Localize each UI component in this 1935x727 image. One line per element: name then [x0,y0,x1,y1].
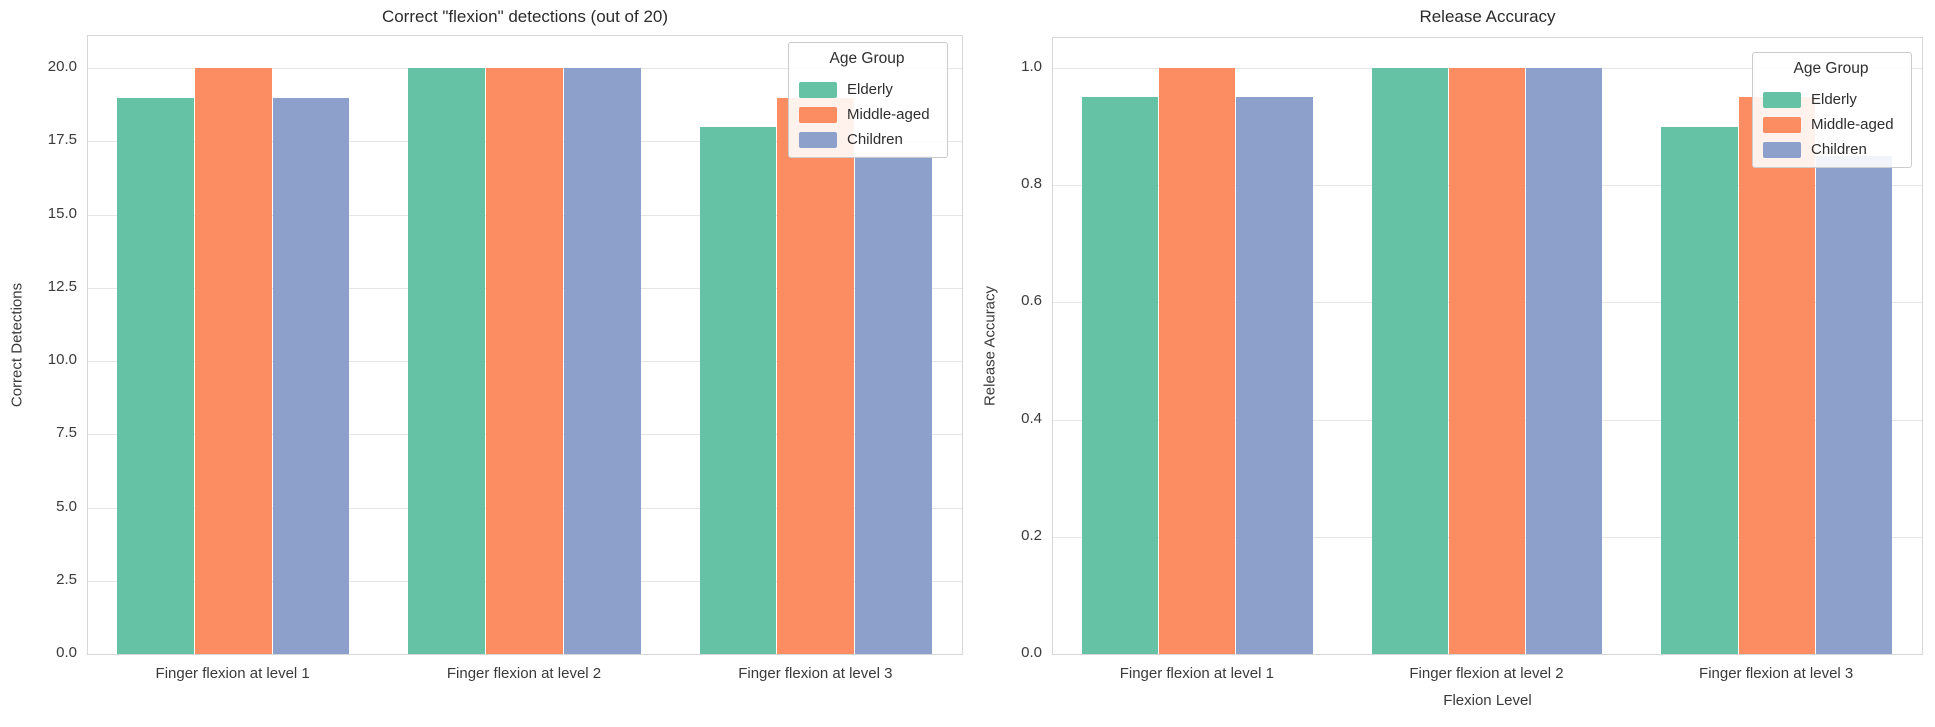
legend-swatch-icon [1763,91,1801,108]
legend-swatch-icon [799,131,837,148]
left-chart-panel: Correct "flexion" detections (out of 20)… [0,0,967,727]
chart-title: Release Accuracy [1419,7,1556,26]
y-tick-label: 0.4 [1021,409,1042,427]
legend-label: Children [847,131,903,148]
legend-item-children: Children [1763,141,1899,158]
y-tick-label: 10.0 [47,351,77,369]
bar-children-group3 [1815,155,1893,654]
x-tick-label: Finger flexion at level 2 [446,665,602,682]
legend-label: Middle-aged [1811,116,1894,133]
bar-elderly-group2 [408,68,486,654]
y-tick-label: 0.2 [1021,526,1042,544]
x-tick-label: Finger flexion at level 1 [1119,665,1274,682]
bar-elderly-group2 [1371,67,1448,654]
legend-items: Elderly Middle-aged Children [799,81,935,148]
bar-middle-aged-group3 [1738,97,1815,654]
legend-label: Elderly [1811,91,1857,108]
legend-swatch-icon [799,81,837,98]
bar-children-group2 [1526,67,1603,654]
y-tick-label: 17.5 [47,131,77,149]
y-tick-label: 0.0 [1021,644,1042,661]
legend: Age Group Elderly Middle-aged Children [1752,52,1912,168]
legend-label: Children [1811,141,1867,158]
bar-children-group3 [855,156,932,654]
bar-elderly-group3 [1661,126,1738,654]
bar-middle-aged-group2 [1448,67,1526,654]
plot-area: Age Group Elderly Middle-aged Children [1052,37,1923,655]
x-axis-label: Flexion Level [1443,692,1532,709]
bar-middle-aged-group3 [777,97,855,654]
x-tick-label: Finger flexion at level 3 [1699,665,1854,682]
bar-elderly-group3 [699,126,777,654]
legend-title: Age Group [829,50,905,67]
legend-item-middle-aged: Middle-aged [799,106,935,123]
legend-swatch-icon [1763,116,1801,133]
right-chart-panel: Release Accuracy Release Accuracy Age Gr… [967,0,1935,727]
y-tick-label: 7.5 [56,424,77,442]
x-tick-label: Finger flexion at level 1 [155,665,310,682]
y-tick-label: 5.0 [56,497,77,515]
legend-items: Elderly Middle-aged Children [1763,91,1899,158]
legend-item-children: Children [799,131,935,148]
x-tick-label: Finger flexion at level 3 [738,665,893,682]
bar-children-group2 [563,68,641,654]
y-tick-label: 0.8 [1021,175,1042,193]
legend-swatch-icon [799,106,837,123]
legend-label: Middle-aged [847,106,930,123]
bar-middle-aged-group2 [486,68,563,654]
plot-area: Age Group Elderly Middle-aged Children [87,35,963,655]
bar-middle-aged-group1 [194,68,272,654]
y-tick-label: 20.0 [47,58,77,76]
y-tick-label: 0.0 [56,644,77,661]
y-tick-label: 2.5 [56,570,77,588]
legend: Age Group Elderly Middle-aged Children [788,42,948,158]
x-tick-label: Finger flexion at level 2 [1409,665,1564,682]
legend-item-elderly: Elderly [799,81,935,98]
legend-label: Elderly [847,81,893,98]
y-tick-label: 1.0 [1021,57,1042,75]
y-axis-label: Correct Detections [8,282,26,408]
legend-item-middle-aged: Middle-aged [1763,116,1899,133]
legend-title: Age Group [1793,60,1869,77]
y-tick-label: 15.0 [47,204,77,222]
bar-middle-aged-group1 [1159,67,1236,654]
chart-title: Correct "flexion" detections (out of 20) [381,7,669,26]
y-tick-label: 12.5 [47,277,77,295]
bar-elderly-group1 [117,97,194,654]
legend-swatch-icon [1763,141,1801,158]
bar-children-group1 [272,97,350,654]
legend-item-elderly: Elderly [1763,91,1899,108]
bar-elderly-group1 [1081,97,1159,654]
y-tick-label: 0.6 [1021,292,1042,310]
bar-children-group1 [1236,97,1313,654]
